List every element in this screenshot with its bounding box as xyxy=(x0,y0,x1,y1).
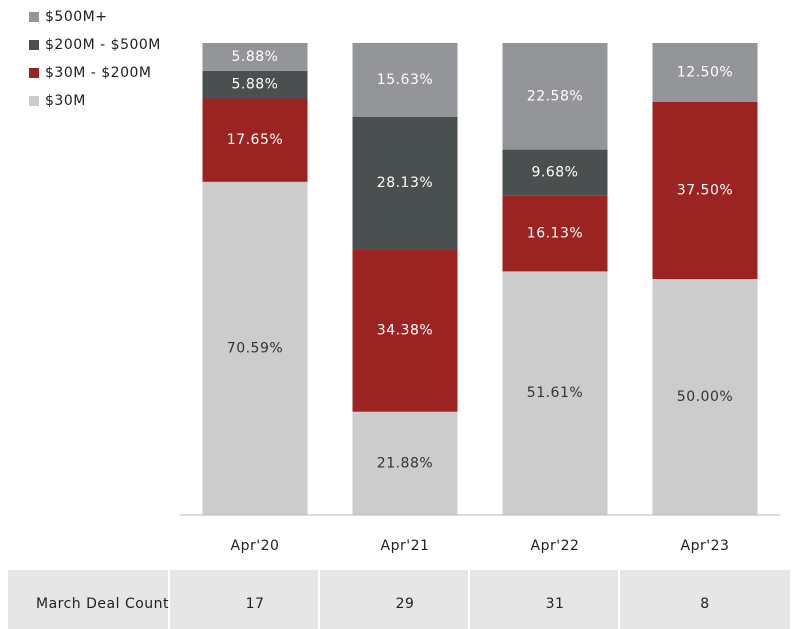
table-cell xyxy=(620,570,790,629)
data-label: 70.59% xyxy=(227,340,283,356)
data-label: 28.13% xyxy=(377,175,433,191)
bar-segment xyxy=(502,271,608,515)
data-label: 51.61% xyxy=(527,385,583,401)
legend-swatch xyxy=(29,68,39,78)
data-label: 50.00% xyxy=(677,389,733,405)
bar-segment xyxy=(352,411,458,515)
data-label: 5.88% xyxy=(232,49,279,65)
bar-segment xyxy=(502,195,608,272)
bar-segment xyxy=(202,98,308,182)
data-label: 5.88% xyxy=(232,77,279,93)
legend-label: $30M xyxy=(45,93,86,109)
data-label: 21.88% xyxy=(377,455,433,471)
data-label: 9.68% xyxy=(532,164,579,180)
table-cell xyxy=(470,570,618,629)
data-label: 37.50% xyxy=(677,183,733,199)
bar-segment xyxy=(202,70,308,99)
table-cell xyxy=(320,570,468,629)
table-value: 31 xyxy=(546,596,565,612)
data-label: 34.38% xyxy=(377,323,433,339)
legend-label: $500M+ xyxy=(45,9,107,25)
bar-segment xyxy=(352,249,458,412)
bar-segment xyxy=(502,149,608,196)
bar-segment xyxy=(652,102,758,279)
x-tick-label: Apr'22 xyxy=(531,538,580,554)
bar-segment xyxy=(502,43,608,150)
legend-label: $200M - $500M xyxy=(45,37,161,53)
data-label: 15.63% xyxy=(377,72,433,88)
table-header: March Deal Count xyxy=(36,596,169,612)
bar-segment xyxy=(202,43,308,71)
bar-segment xyxy=(352,42,458,117)
legend-swatch xyxy=(29,40,39,50)
table-value: 17 xyxy=(246,596,265,612)
data-label: 16.13% xyxy=(527,225,583,241)
x-tick-label: Apr'21 xyxy=(381,538,430,554)
legend-swatch xyxy=(29,12,39,22)
legend-swatch xyxy=(29,96,39,106)
table-value: 29 xyxy=(396,596,415,612)
table-cell xyxy=(170,570,318,629)
legend-label: $30M - $200M xyxy=(45,65,151,81)
x-tick-label: Apr'20 xyxy=(231,538,280,554)
bar-segment xyxy=(652,279,758,515)
x-tick-label: Apr'23 xyxy=(681,538,730,554)
bar-segment xyxy=(352,116,458,250)
data-label: 17.65% xyxy=(227,132,283,148)
data-label: 12.50% xyxy=(677,65,733,81)
bar-segment xyxy=(202,181,308,516)
data-label: 22.58% xyxy=(527,88,583,104)
table-cell xyxy=(8,570,168,629)
bar-segment xyxy=(652,43,758,102)
table-value: 8 xyxy=(700,596,709,612)
